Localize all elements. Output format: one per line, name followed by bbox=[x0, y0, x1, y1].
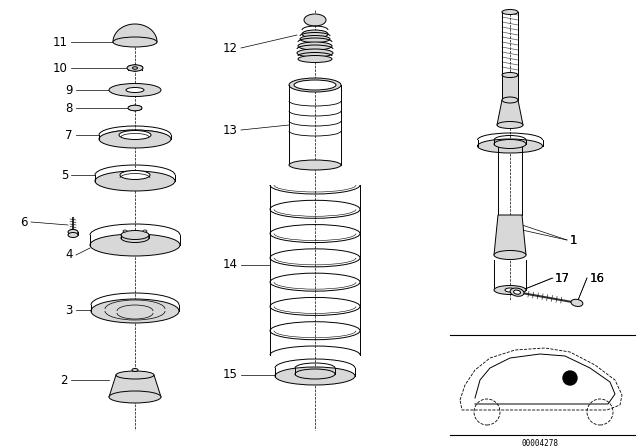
Text: 6: 6 bbox=[20, 215, 28, 228]
Ellipse shape bbox=[298, 42, 332, 50]
Text: 16: 16 bbox=[590, 271, 605, 284]
Circle shape bbox=[563, 371, 577, 385]
Text: 17: 17 bbox=[555, 271, 570, 284]
Ellipse shape bbox=[304, 14, 326, 26]
Ellipse shape bbox=[297, 49, 333, 57]
Ellipse shape bbox=[121, 233, 149, 242]
Ellipse shape bbox=[275, 367, 355, 385]
Ellipse shape bbox=[477, 139, 543, 153]
Ellipse shape bbox=[295, 369, 335, 379]
Text: 14: 14 bbox=[223, 258, 238, 271]
Ellipse shape bbox=[505, 288, 515, 292]
Ellipse shape bbox=[289, 78, 341, 92]
Polygon shape bbox=[113, 24, 157, 42]
Ellipse shape bbox=[123, 230, 127, 232]
Ellipse shape bbox=[68, 233, 78, 237]
Polygon shape bbox=[494, 215, 526, 255]
Ellipse shape bbox=[513, 290, 520, 294]
Ellipse shape bbox=[494, 285, 526, 294]
Ellipse shape bbox=[68, 229, 78, 234]
Text: 00004278: 00004278 bbox=[522, 439, 559, 448]
Ellipse shape bbox=[91, 299, 179, 323]
Text: 16: 16 bbox=[590, 271, 605, 284]
Ellipse shape bbox=[510, 288, 524, 296]
Ellipse shape bbox=[90, 234, 180, 256]
Polygon shape bbox=[502, 75, 518, 100]
Ellipse shape bbox=[300, 35, 330, 43]
Ellipse shape bbox=[143, 230, 147, 232]
Ellipse shape bbox=[298, 56, 332, 63]
Ellipse shape bbox=[294, 80, 336, 90]
Polygon shape bbox=[109, 375, 161, 397]
Polygon shape bbox=[497, 100, 523, 125]
Text: 8: 8 bbox=[66, 102, 73, 115]
Text: 2: 2 bbox=[61, 374, 68, 387]
Text: 12: 12 bbox=[223, 42, 238, 55]
Ellipse shape bbox=[132, 67, 138, 69]
Ellipse shape bbox=[113, 37, 157, 47]
Text: 5: 5 bbox=[61, 168, 68, 181]
Ellipse shape bbox=[99, 130, 171, 148]
Text: 11: 11 bbox=[53, 35, 68, 48]
Ellipse shape bbox=[494, 139, 526, 148]
Ellipse shape bbox=[302, 30, 328, 38]
Ellipse shape bbox=[126, 87, 144, 92]
Ellipse shape bbox=[109, 391, 161, 403]
Ellipse shape bbox=[571, 299, 583, 306]
Ellipse shape bbox=[95, 171, 175, 191]
Text: 10: 10 bbox=[53, 61, 68, 74]
Ellipse shape bbox=[502, 73, 518, 78]
Text: 3: 3 bbox=[66, 303, 73, 316]
Text: 1: 1 bbox=[570, 233, 577, 246]
Ellipse shape bbox=[497, 121, 523, 129]
Text: 13: 13 bbox=[223, 124, 238, 137]
Ellipse shape bbox=[116, 371, 154, 379]
Ellipse shape bbox=[127, 65, 143, 71]
Ellipse shape bbox=[128, 105, 142, 111]
Text: 4: 4 bbox=[65, 249, 73, 262]
Ellipse shape bbox=[289, 160, 341, 170]
Ellipse shape bbox=[109, 83, 161, 96]
Text: 1: 1 bbox=[570, 233, 577, 246]
Ellipse shape bbox=[120, 171, 150, 180]
Ellipse shape bbox=[502, 97, 518, 103]
Text: 7: 7 bbox=[65, 129, 73, 142]
Text: 9: 9 bbox=[65, 83, 73, 96]
Ellipse shape bbox=[132, 369, 138, 371]
Text: 15: 15 bbox=[223, 369, 238, 382]
Ellipse shape bbox=[494, 250, 526, 259]
Text: 17: 17 bbox=[555, 271, 570, 284]
Ellipse shape bbox=[121, 231, 149, 240]
Ellipse shape bbox=[119, 130, 151, 139]
Ellipse shape bbox=[502, 9, 518, 14]
